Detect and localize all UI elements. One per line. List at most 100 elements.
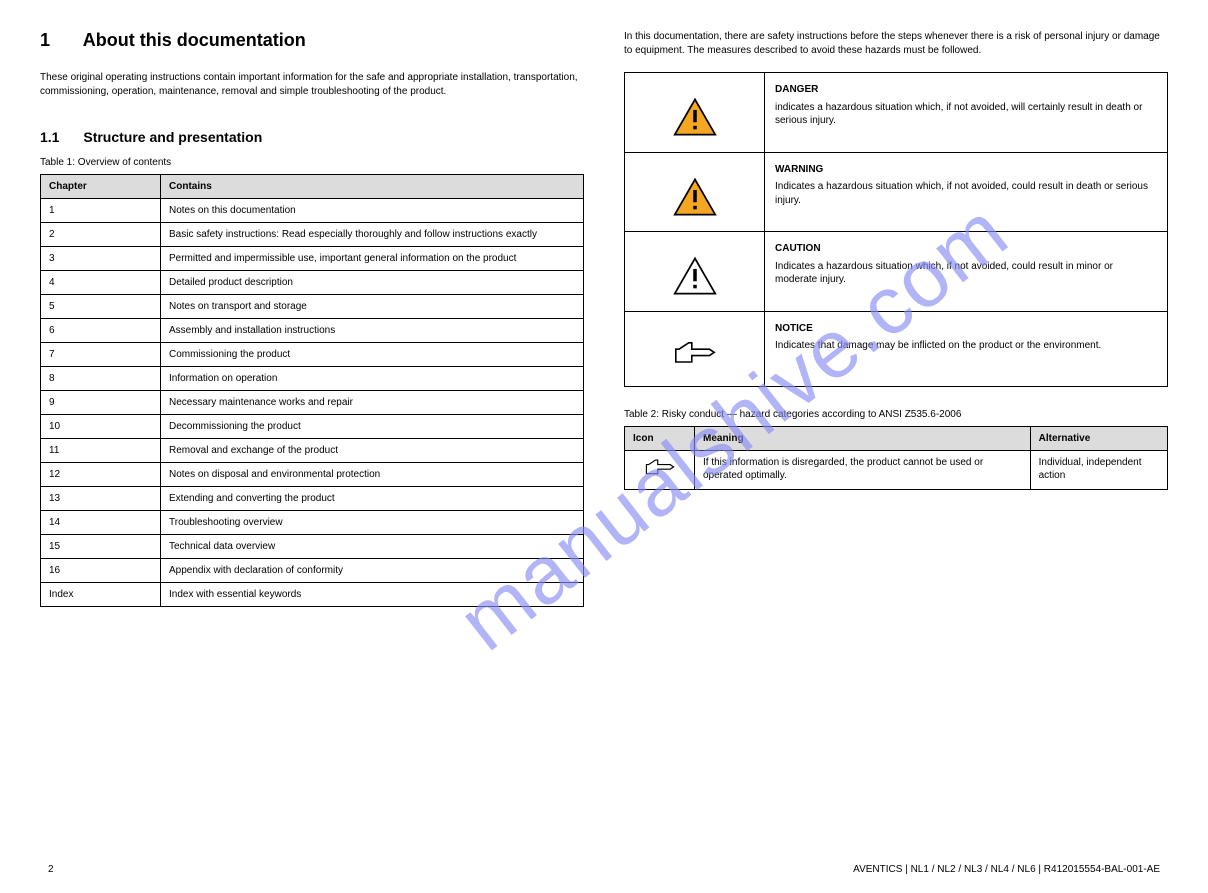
table-row: 5Notes on transport and storage (41, 295, 584, 319)
cell-contains: Technical data overview (161, 535, 584, 559)
cell-chapter: 13 (41, 487, 161, 511)
safety-desc-cell: NOTICE Indicates that damage may be infli… (765, 311, 1168, 387)
cell-contains: Basic safety instructions: Read especial… (161, 223, 584, 247)
heading-row: 1 About this documentation (40, 30, 584, 51)
safety-icon-cell (625, 232, 765, 312)
cell-chapter: 11 (41, 439, 161, 463)
cell-chapter: 16 (41, 559, 161, 583)
cell-contains: Assembly and installation instructions (161, 319, 584, 343)
right-lead-paragraph: In this documentation, there are safety … (624, 30, 1168, 58)
cell-contains: Commissioning the product (161, 343, 584, 367)
th-alternative: Alternative (1030, 427, 1167, 451)
cell-chapter: 12 (41, 463, 161, 487)
table-row: 15Technical data overview (41, 535, 584, 559)
cell-chapter: 8 (41, 367, 161, 391)
footer-page-number: 2 (48, 864, 54, 875)
safety-text: Indicates that damage may be inflicted o… (775, 340, 1101, 351)
table-header-row: Chapter Contains (41, 175, 584, 199)
safety-text: indicates a hazardous situation which, i… (775, 102, 1142, 127)
table-row: 11Removal and exchange of the product (41, 439, 584, 463)
table-row: NOTICE Indicates that damage may be infli… (625, 311, 1168, 387)
cell-chapter: 9 (41, 391, 161, 415)
subheading: 1.1 Structure and presentation (40, 129, 584, 145)
th-icon: Icon (625, 427, 695, 451)
cell-contains: Extending and converting the product (161, 487, 584, 511)
table-row: 9Necessary maintenance works and repair (41, 391, 584, 415)
th-meaning: Meaning (695, 427, 1031, 451)
safety-icon-cell (625, 311, 765, 387)
cell-contains: Information on operation (161, 367, 584, 391)
safety-keyword: NOTICE (775, 322, 1157, 336)
table-row: 8Information on operation (41, 367, 584, 391)
cell-contains: Necessary maintenance works and repair (161, 391, 584, 415)
table-row: 6Assembly and installation instructions (41, 319, 584, 343)
table-header-row: Icon Meaning Alternative (625, 427, 1168, 451)
cell-chapter: 15 (41, 535, 161, 559)
cell-contains: Notes on disposal and environmental prot… (161, 463, 584, 487)
table-row: 13Extending and converting the product (41, 487, 584, 511)
cell-contains: Decommissioning the product (161, 415, 584, 439)
safety-keyword: DANGER (775, 83, 1157, 97)
subheading-text: Structure and presentation (83, 129, 262, 145)
safety-text: Indicates a hazardous situation which, i… (775, 261, 1113, 286)
heading-main: About this documentation (83, 30, 306, 50)
cell-chapter: 1 (41, 199, 161, 223)
table-row: 10Decommissioning the product (41, 415, 584, 439)
cell-contains: Notes on this documentation (161, 199, 584, 223)
cell-chapter: 4 (41, 271, 161, 295)
page-container: 1 About this documentation These origina… (0, 0, 1208, 637)
safety-keyword: WARNING (775, 163, 1157, 177)
table-row: WARNING Indicates a hazardous situation w… (625, 152, 1168, 232)
cell-chapter: 14 (41, 511, 161, 535)
cell-chapter: 5 (41, 295, 161, 319)
warning-triangle-icon (673, 97, 717, 137)
right-column: In this documentation, there are safety … (624, 30, 1168, 607)
safety-icon-cell (625, 73, 765, 153)
table-row: DANGER indicates a hazardous situation wh… (625, 73, 1168, 153)
table-row: 3Permitted and impermissible use, import… (41, 247, 584, 271)
footer-doc-id: AVENTICS | NL1 / NL2 / NL3 / NL4 / NL6 |… (853, 864, 1160, 875)
conduct-table: Icon Meaning Alternative If this informa… (624, 426, 1168, 490)
cell-contains: Notes on transport and storage (161, 295, 584, 319)
warning-triangle-icon (673, 177, 717, 217)
table-row: 1Notes on this documentation (41, 199, 584, 223)
table-row: IndexIndex with essential keywords (41, 583, 584, 607)
conduct-icon-cell (625, 451, 695, 490)
cell-contains: Troubleshooting overview (161, 511, 584, 535)
safety-table: DANGER indicates a hazardous situation wh… (624, 72, 1168, 387)
table-row: 12Notes on disposal and environmental pr… (41, 463, 584, 487)
left-column: 1 About this documentation These origina… (40, 30, 584, 607)
table-row: 7Commissioning the product (41, 343, 584, 367)
cell-contains: Removal and exchange of the product (161, 439, 584, 463)
table-row: If this information is disregarded, the … (625, 451, 1168, 490)
table1-title: Table 1: Overview of contents (40, 157, 584, 168)
conduct-alt: Individual, independent action (1030, 451, 1167, 490)
cell-chapter: 2 (41, 223, 161, 247)
table-row: 2Basic safety instructions: Read especia… (41, 223, 584, 247)
heading-number: 1 (40, 30, 50, 50)
table-row: 14Troubleshooting overview (41, 511, 584, 535)
cell-chapter: Index (41, 583, 161, 607)
intro-paragraph: These original operating instructions co… (40, 71, 584, 99)
safety-icon-cell (625, 152, 765, 232)
cell-contains: Detailed product description (161, 271, 584, 295)
cell-contains: Permitted and impermissible use, importa… (161, 247, 584, 271)
table-row: CAUTION Indicates a hazardous situation w… (625, 232, 1168, 312)
table-row: 16Appendix with declaration of conformit… (41, 559, 584, 583)
cell-chapter: 6 (41, 319, 161, 343)
table2-title: Table 2: Risky conduct — hazard categori… (624, 409, 1168, 420)
conduct-meaning: If this information is disregarded, the … (695, 451, 1031, 490)
table-row: 4Detailed product description (41, 271, 584, 295)
cell-chapter: 7 (41, 343, 161, 367)
safety-desc-cell: CAUTION Indicates a hazardous situation w… (765, 232, 1168, 312)
hand-point-icon (643, 456, 677, 480)
safety-keyword: CAUTION (775, 242, 1157, 256)
th-chapter: Chapter (41, 175, 161, 199)
hand-point-icon (671, 336, 719, 372)
safety-desc-cell: DANGER indicates a hazardous situation wh… (765, 73, 1168, 153)
subheading-number: 1.1 (40, 129, 59, 145)
th-contains: Contains (161, 175, 584, 199)
safety-text: Indicates a hazardous situation which, i… (775, 181, 1148, 206)
cell-contains: Appendix with declaration of conformity (161, 559, 584, 583)
caution-triangle-icon (673, 256, 717, 296)
